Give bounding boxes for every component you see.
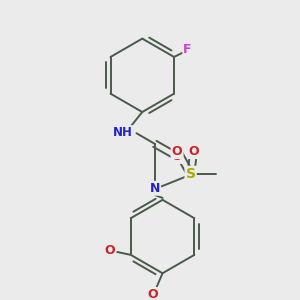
- Text: S: S: [186, 167, 196, 181]
- Text: N: N: [150, 182, 160, 195]
- Text: O: O: [172, 150, 182, 163]
- Text: F: F: [183, 43, 192, 56]
- Text: O: O: [172, 145, 182, 158]
- Text: NH: NH: [113, 126, 133, 139]
- Text: O: O: [104, 244, 115, 256]
- Text: O: O: [148, 288, 158, 300]
- Text: O: O: [188, 145, 199, 158]
